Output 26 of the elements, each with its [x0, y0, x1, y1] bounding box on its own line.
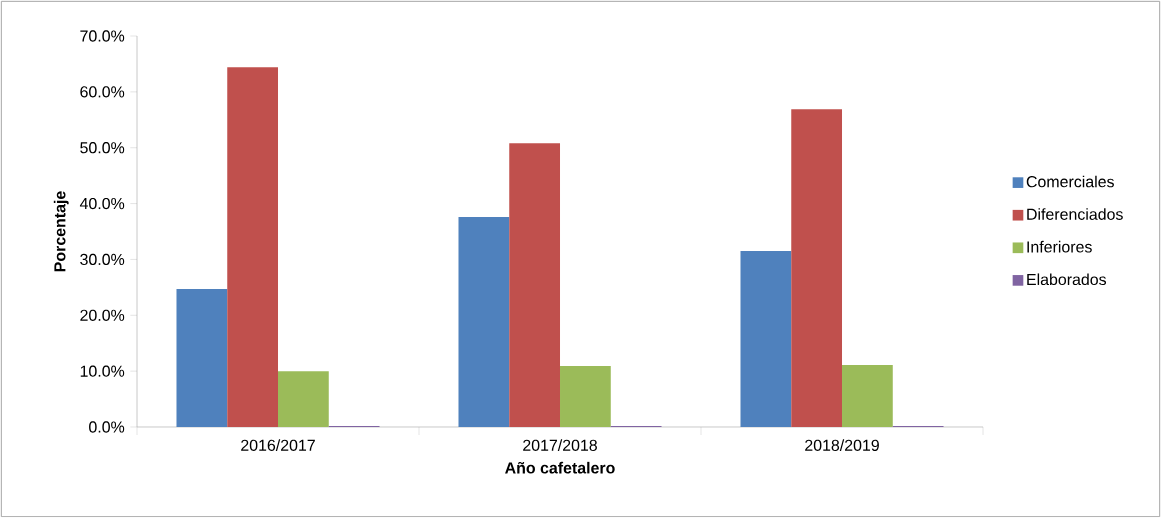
y-axis-title: Porcentaje — [53, 191, 69, 272]
x-tick-label: 2017/2018 — [523, 439, 597, 451]
y-tick-label: 70.0% — [80, 30, 125, 42]
x-tick-label: 2016/2017 — [241, 439, 315, 451]
bar — [176, 289, 228, 427]
legend-label: Comerciales — [1026, 175, 1114, 188]
y-tick-label: 20.0% — [80, 309, 125, 321]
bar — [560, 366, 611, 427]
y-tick-label: 0.0% — [89, 421, 125, 433]
y-tick-label: 10.0% — [80, 365, 125, 377]
bar — [791, 109, 843, 427]
bar — [509, 143, 561, 427]
legend-label: Inferiores — [1027, 240, 1092, 253]
bar — [227, 67, 279, 427]
y-tick-label: 50.0% — [80, 142, 125, 154]
bar — [740, 251, 792, 427]
legend-label: Elaborados — [1027, 273, 1107, 286]
legend-label: Diferenciados — [1027, 208, 1123, 220]
y-tick-label: 30.0% — [80, 253, 125, 266]
bar — [842, 365, 893, 427]
y-tick-label: 40.0% — [79, 197, 125, 210]
bar — [278, 371, 329, 427]
x-axis-title: Año cafetalero — [505, 461, 615, 474]
y-tick-label: 60.0% — [80, 86, 125, 98]
bar — [458, 216, 510, 427]
x-tick-label: 2018/2019 — [805, 439, 879, 451]
